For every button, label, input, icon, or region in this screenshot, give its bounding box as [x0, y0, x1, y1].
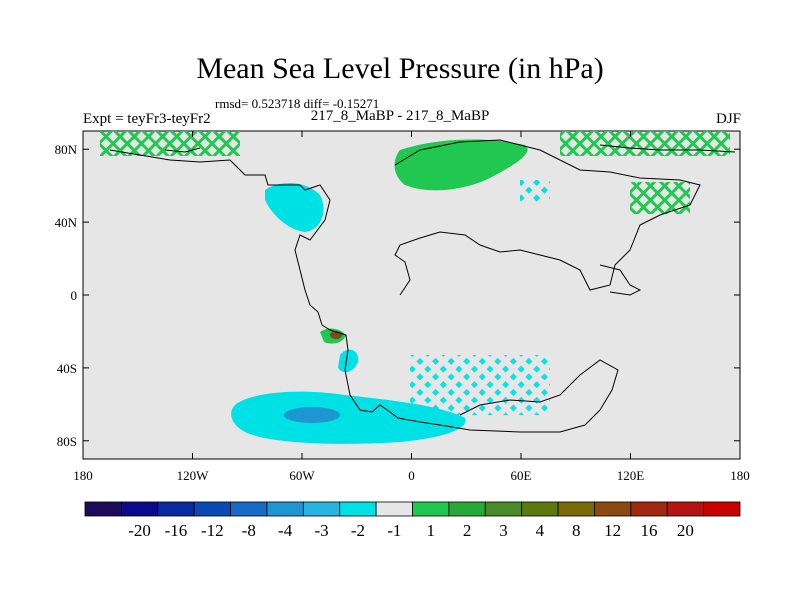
colorbar-label: -20: [128, 521, 151, 540]
arctic-coastline-west: [109, 149, 246, 176]
colorbar-label: 4: [536, 521, 545, 540]
south-america-coastline: [321, 324, 441, 426]
rmsd-diff-stats: rmsd= 0.523718 diff= -0.15271: [215, 96, 380, 111]
colorbar-label: 20: [677, 521, 694, 540]
southern-ocean-minimum: [284, 407, 340, 423]
colorbar-box: [302, 501, 341, 517]
lon-tick-label: 180: [730, 468, 750, 483]
colorbar-box: [157, 501, 195, 517]
colorbar-box: [448, 501, 486, 517]
asia-south-coastline: [599, 264, 642, 296]
scattered-negative-anomalies: [410, 355, 550, 415]
latitude-labels: 80N 40N 0 40S 80S: [55, 142, 78, 449]
longitude-labels: 180 120W 60W 0 60E 120E 180: [73, 468, 750, 483]
colorbar-box: [120, 501, 159, 517]
arctic-coastline-east: [599, 144, 736, 153]
colorbar-box: [230, 501, 268, 517]
colorbar-label: 2: [463, 521, 472, 540]
siberia-hatched-anomaly: [630, 182, 690, 214]
lat-tick-label: 40N: [55, 215, 78, 230]
colorbar-box: [339, 501, 377, 517]
colorbar-box: [557, 501, 595, 517]
patagonia-negative-anomaly: [338, 349, 359, 373]
colorbar: [84, 501, 741, 517]
arctic-positive-anomaly: [394, 139, 528, 191]
colorbar-box: [484, 501, 523, 517]
colorbar-box: [521, 501, 559, 517]
colorbar-box: [84, 501, 122, 517]
lon-tick-label: 180: [73, 468, 93, 483]
lon-tick-label: 60E: [511, 468, 532, 483]
colorbar-box: [630, 501, 668, 517]
colorbar-labels: -20 -16 -12 -8 -4 -3 -2 -1 1 2 3 4 8 12 16 20: [128, 521, 694, 540]
colorbar-box: [666, 501, 705, 517]
axis-ticks: [82, 131, 741, 459]
colorbar-label: -8: [242, 521, 256, 540]
colorbar-box: [412, 501, 450, 517]
lon-tick-label: 120W: [177, 468, 210, 483]
colorbar-box: [703, 501, 741, 517]
colorbar-box: [375, 501, 413, 517]
coastlines: [109, 139, 736, 433]
experiment-label: Expt = teyFr3-teyFr2: [83, 111, 211, 127]
arctic-coastline-central: [164, 147, 201, 153]
lat-tick-label: 80N: [55, 142, 78, 157]
colorbar-label: -1: [387, 521, 401, 540]
lat-tick-label: 40S: [57, 361, 77, 376]
colorbar-label: 16: [641, 521, 658, 540]
experiment-subtitle: 217_8_MaBP - 217_8_MaBP: [310, 108, 490, 124]
colorbar-label: -12: [201, 521, 224, 540]
colorbar-label: 1: [426, 521, 435, 540]
lat-tick-label: 0: [71, 288, 78, 303]
colorbar-label: -16: [165, 521, 188, 540]
season-label: DJF: [715, 111, 741, 127]
anomaly-field: [100, 131, 730, 444]
arctic-hatched-anomaly-east: [560, 131, 730, 156]
colorbar-box: [193, 501, 231, 517]
lon-tick-label: 60W: [289, 468, 315, 483]
southern-ocean-negative-anomaly: [231, 391, 466, 444]
colorbar-label: 12: [604, 521, 621, 540]
colorbar-label: -2: [351, 521, 365, 540]
lat-tick-label: 80S: [57, 434, 77, 449]
chart-title: Mean Sea Level Pressure (in hPa): [196, 52, 604, 85]
colorbar-label: 8: [572, 521, 581, 540]
colorbar-label: -3: [314, 521, 328, 540]
colorbar-label: 3: [499, 521, 508, 540]
colorbar-box: [594, 501, 632, 517]
lon-tick-label: 120E: [617, 468, 645, 483]
north-america-negative-anomaly: [265, 183, 324, 232]
eurasia-coastline: [394, 139, 701, 296]
colorbar-box: [266, 501, 304, 517]
atlantic-negative-anomalies: [520, 180, 550, 202]
colorbar-label: -4: [278, 521, 293, 540]
north-america-coastline: [245, 174, 331, 326]
antarctica-coastline: [439, 359, 619, 433]
lon-tick-label: 0: [408, 468, 415, 483]
